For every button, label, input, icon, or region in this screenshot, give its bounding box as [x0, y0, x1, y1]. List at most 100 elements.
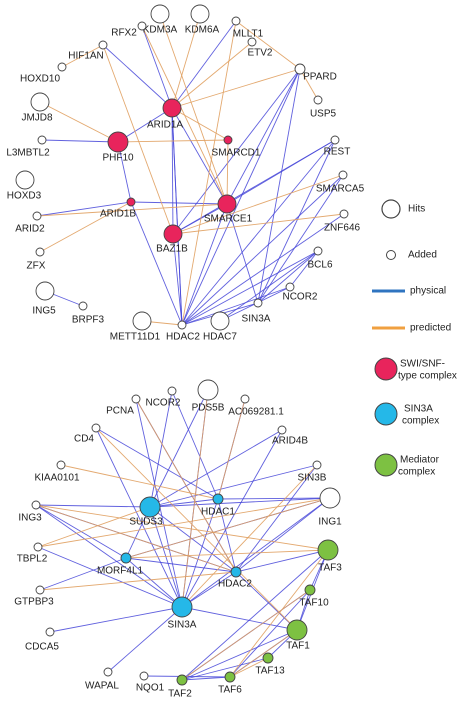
node-label: PPARD	[303, 72, 337, 83]
node-label: ARID1A	[147, 120, 183, 131]
node	[103, 667, 113, 677]
legend-label: predicted	[410, 323, 451, 334]
node-label: NCOR2	[145, 398, 180, 409]
physical-edge	[35, 504, 151, 508]
predicted-edge	[159, 13, 228, 205]
node-label: ZNF646	[324, 223, 361, 234]
physical-edge	[149, 497, 331, 508]
node	[32, 211, 42, 221]
predicted-edge	[37, 497, 331, 548]
predicted-edge	[217, 398, 246, 500]
node	[190, 4, 210, 24]
node	[304, 584, 316, 596]
node-label: NCOR2	[282, 292, 317, 303]
physical-edge	[181, 286, 291, 326]
predicted-edge	[117, 139, 229, 143]
predicted-edge	[299, 68, 319, 101]
predicted-edge	[35, 504, 329, 551]
node	[210, 311, 230, 331]
physical-edge	[181, 629, 298, 681]
node-label: TAF3	[318, 563, 342, 574]
node-label: ARID1B	[100, 209, 136, 220]
physical-edge	[172, 233, 183, 326]
physical-edge	[217, 497, 331, 500]
physical-edge	[117, 107, 173, 143]
physical-edge	[181, 429, 283, 608]
predicted-edge	[181, 389, 209, 608]
node	[338, 170, 348, 180]
node	[294, 63, 306, 75]
predicted-edge	[229, 549, 329, 678]
node-label: CDCA5	[25, 642, 59, 653]
physical-edge	[257, 139, 336, 304]
node	[224, 671, 236, 683]
node	[107, 131, 129, 153]
predicted-edge	[171, 107, 229, 141]
node-label: HIF1AN	[68, 51, 104, 62]
physical-edge	[171, 390, 219, 500]
node-label: SIN3A	[168, 620, 197, 631]
node	[277, 425, 287, 435]
node	[177, 320, 187, 330]
node	[137, 21, 147, 31]
node	[176, 674, 188, 686]
physical-edge	[41, 139, 119, 143]
physical-edge	[125, 557, 183, 608]
physical-edge	[171, 107, 174, 235]
node-label: TAF6	[218, 685, 242, 696]
physical-edge	[149, 389, 209, 508]
predicted-edge	[95, 427, 298, 631]
node-label: ING3	[18, 513, 42, 524]
node	[339, 209, 349, 219]
legend-label: SIN3A	[404, 404, 433, 415]
node	[317, 539, 339, 561]
physical-edge	[226, 203, 259, 304]
node-label: HDAC1	[201, 507, 235, 518]
node	[37, 135, 47, 145]
predicted-edge	[125, 549, 329, 559]
node-label: BRPF3	[72, 315, 105, 326]
physical-edge	[149, 506, 237, 573]
physical-edge	[181, 139, 336, 326]
legend-label: Hits	[408, 204, 425, 215]
predicted-edge	[171, 13, 201, 109]
predicted-edge	[135, 398, 237, 573]
node	[57, 62, 67, 72]
node-label: ZFX	[27, 261, 46, 272]
node	[312, 460, 322, 470]
node-label: HOXD10	[20, 74, 60, 85]
node-label: L3MBTL2	[6, 148, 50, 159]
predicted-edge	[171, 68, 301, 109]
legend: Hits Added physical predicted SWI/SNF-type c…	[372, 199, 457, 478]
node	[33, 542, 43, 552]
node	[163, 224, 183, 244]
node	[120, 552, 132, 564]
node	[319, 487, 341, 509]
physical-edge	[226, 139, 336, 205]
node-label: MLLT1	[233, 29, 264, 40]
physical-edge	[235, 464, 318, 573]
node-label: PCNA	[106, 406, 134, 417]
physical-edge	[102, 44, 173, 109]
physical-edge	[130, 201, 183, 326]
node-label: ING5	[32, 306, 56, 317]
node-label: KDM6A	[185, 25, 220, 36]
physical-edge	[257, 174, 344, 304]
predicted-edge	[39, 201, 132, 253]
physical-edge	[107, 606, 183, 673]
edges	[35, 13, 345, 681]
predicted-edge	[226, 139, 229, 205]
node	[31, 500, 41, 510]
node	[45, 627, 55, 637]
node-label: SMARCA5	[316, 184, 365, 195]
node-label: TAF2	[168, 689, 192, 700]
node	[91, 423, 101, 433]
predicted-edge	[125, 497, 331, 559]
legend-hits-symbol	[381, 199, 401, 219]
physical-edge	[181, 203, 228, 326]
predicted-edge	[235, 20, 301, 70]
node-label: HDAC7	[203, 332, 237, 343]
node	[253, 298, 263, 308]
node-label: BCL6	[307, 260, 332, 271]
predicted-edge	[35, 504, 237, 573]
